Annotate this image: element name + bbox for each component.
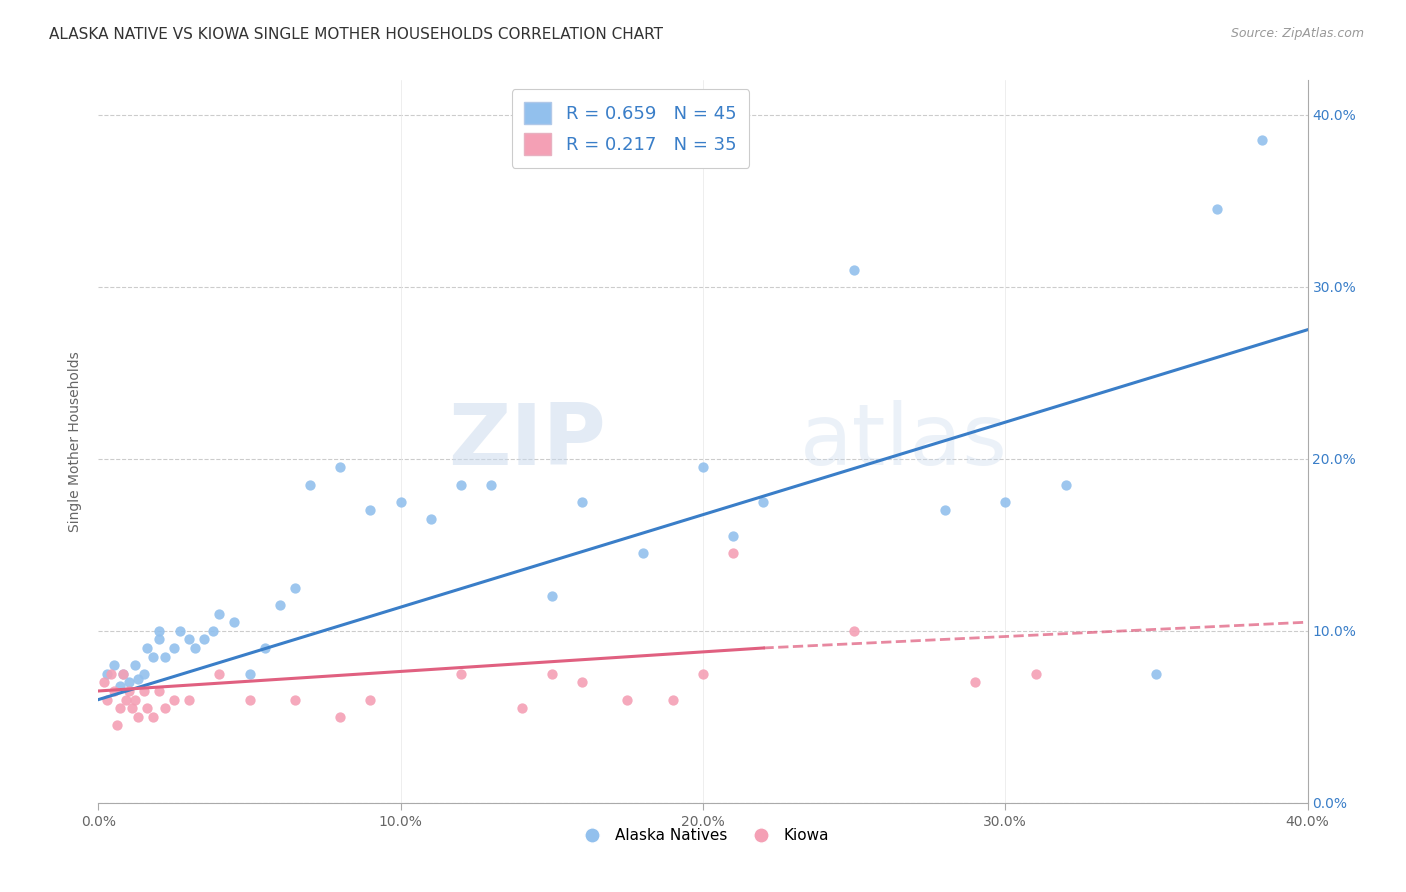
- Point: [616, 692, 638, 706]
- Point: [148, 624, 170, 638]
- Point: [239, 666, 262, 681]
- Point: [163, 692, 186, 706]
- Point: [1251, 133, 1274, 147]
- Point: [114, 692, 136, 706]
- Point: [329, 710, 352, 724]
- Point: [965, 675, 987, 690]
- Point: [1144, 666, 1167, 681]
- Point: [193, 632, 215, 647]
- Legend: Alaska Natives, Kiowa: Alaska Natives, Kiowa: [571, 822, 835, 849]
- Point: [208, 666, 231, 681]
- Point: [132, 666, 155, 681]
- Point: [148, 632, 170, 647]
- Point: [723, 546, 745, 560]
- Text: Source: ZipAtlas.com: Source: ZipAtlas.com: [1230, 27, 1364, 40]
- Point: [269, 598, 291, 612]
- Text: ZIP: ZIP: [449, 400, 606, 483]
- Point: [127, 672, 149, 686]
- Point: [153, 701, 176, 715]
- Point: [153, 649, 176, 664]
- Point: [723, 529, 745, 543]
- Point: [934, 503, 956, 517]
- Point: [135, 701, 157, 715]
- Point: [184, 640, 207, 655]
- Point: [571, 494, 593, 508]
- Point: [329, 460, 352, 475]
- Point: [96, 692, 118, 706]
- Point: [239, 692, 262, 706]
- Point: [360, 503, 382, 517]
- Point: [108, 679, 131, 693]
- Point: [124, 692, 146, 706]
- Point: [224, 615, 246, 630]
- Point: [111, 666, 134, 681]
- Point: [96, 666, 118, 681]
- Point: [103, 658, 125, 673]
- Point: [420, 512, 443, 526]
- Point: [93, 675, 115, 690]
- Point: [100, 666, 122, 681]
- Point: [202, 624, 225, 638]
- Point: [284, 581, 307, 595]
- Point: [1206, 202, 1229, 217]
- Point: [148, 684, 170, 698]
- Point: [692, 666, 714, 681]
- Point: [299, 477, 322, 491]
- Y-axis label: Single Mother Households: Single Mother Households: [69, 351, 83, 532]
- Point: [127, 710, 149, 724]
- Point: [844, 262, 866, 277]
- Point: [360, 692, 382, 706]
- Point: [108, 701, 131, 715]
- Point: [752, 494, 775, 508]
- Point: [661, 692, 683, 706]
- Point: [103, 684, 125, 698]
- Point: [481, 477, 503, 491]
- Point: [253, 640, 276, 655]
- Text: atlas: atlas: [800, 400, 1008, 483]
- Point: [389, 494, 412, 508]
- Point: [692, 460, 714, 475]
- Text: ALASKA NATIVE VS KIOWA SINGLE MOTHER HOUSEHOLDS CORRELATION CHART: ALASKA NATIVE VS KIOWA SINGLE MOTHER HOU…: [49, 27, 664, 42]
- Point: [142, 710, 165, 724]
- Point: [571, 675, 593, 690]
- Point: [118, 675, 141, 690]
- Point: [208, 607, 231, 621]
- Point: [540, 666, 562, 681]
- Point: [994, 494, 1017, 508]
- Point: [1024, 666, 1046, 681]
- Point: [179, 692, 201, 706]
- Point: [105, 718, 128, 732]
- Point: [510, 701, 533, 715]
- Point: [163, 640, 186, 655]
- Point: [631, 546, 654, 560]
- Point: [121, 701, 143, 715]
- Point: [132, 684, 155, 698]
- Point: [179, 632, 201, 647]
- Point: [111, 666, 134, 681]
- Point: [450, 666, 472, 681]
- Point: [1054, 477, 1077, 491]
- Point: [540, 590, 562, 604]
- Point: [284, 692, 307, 706]
- Point: [142, 649, 165, 664]
- Point: [118, 684, 141, 698]
- Point: [124, 658, 146, 673]
- Point: [450, 477, 472, 491]
- Point: [844, 624, 866, 638]
- Point: [169, 624, 191, 638]
- Point: [135, 640, 157, 655]
